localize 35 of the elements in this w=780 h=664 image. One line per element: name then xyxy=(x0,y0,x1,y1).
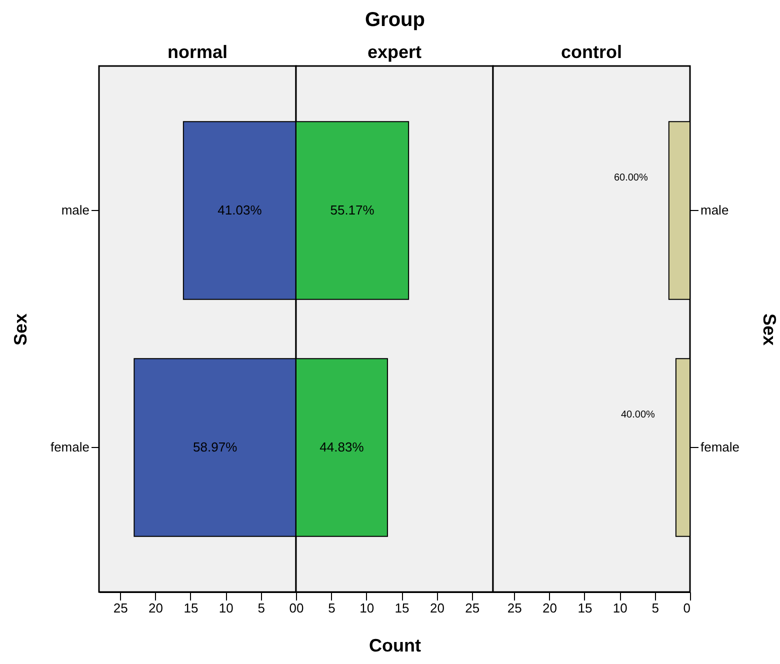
x-tick-label: 5 xyxy=(258,600,265,616)
annotation: 58.97% xyxy=(193,439,238,454)
chart-title: control xyxy=(561,42,622,62)
x-tick-label: 5 xyxy=(652,600,659,616)
annotation: 60.00% xyxy=(614,172,648,184)
x-tick-label: 20 xyxy=(430,600,444,616)
y-axis-title: Sex xyxy=(760,313,780,346)
x-tick-label: 0 xyxy=(289,600,296,616)
x-tick-label: 0 xyxy=(296,600,304,616)
chart-title: normal xyxy=(167,42,228,62)
y-axis-title: Sex xyxy=(10,313,30,346)
x-tick-label: 15 xyxy=(394,600,410,616)
x-tick-label: 20 xyxy=(542,600,558,616)
x-tick-label: 0 xyxy=(683,600,690,616)
annotation: 44.83% xyxy=(320,439,364,454)
y-tick-label: male xyxy=(700,202,729,218)
x-tick-label: 20 xyxy=(148,600,164,616)
y-tick-label: male xyxy=(61,202,90,218)
annotation: 40.00% xyxy=(620,409,655,420)
x-tick-label: 5 xyxy=(328,600,336,616)
annotation: 55.17% xyxy=(330,202,375,218)
x-tick-label: 25 xyxy=(465,600,480,616)
x-axis-title: Count xyxy=(369,636,421,656)
x-tick-label: 25 xyxy=(113,600,128,616)
y-tick-label: female xyxy=(50,439,90,454)
x-tick-label: 10 xyxy=(612,600,628,616)
text: Group xyxy=(364,8,426,33)
y-tick-label: female xyxy=(700,439,740,454)
x-tick-label: 15 xyxy=(184,600,198,616)
x-tick-label: 10 xyxy=(360,600,374,616)
x-tick-label: 25 xyxy=(507,600,522,616)
annotation: 41.03% xyxy=(218,202,262,218)
x-tick-label: 15 xyxy=(578,600,592,616)
chart-title: expert xyxy=(367,42,422,62)
x-tick-label: 10 xyxy=(218,600,234,616)
